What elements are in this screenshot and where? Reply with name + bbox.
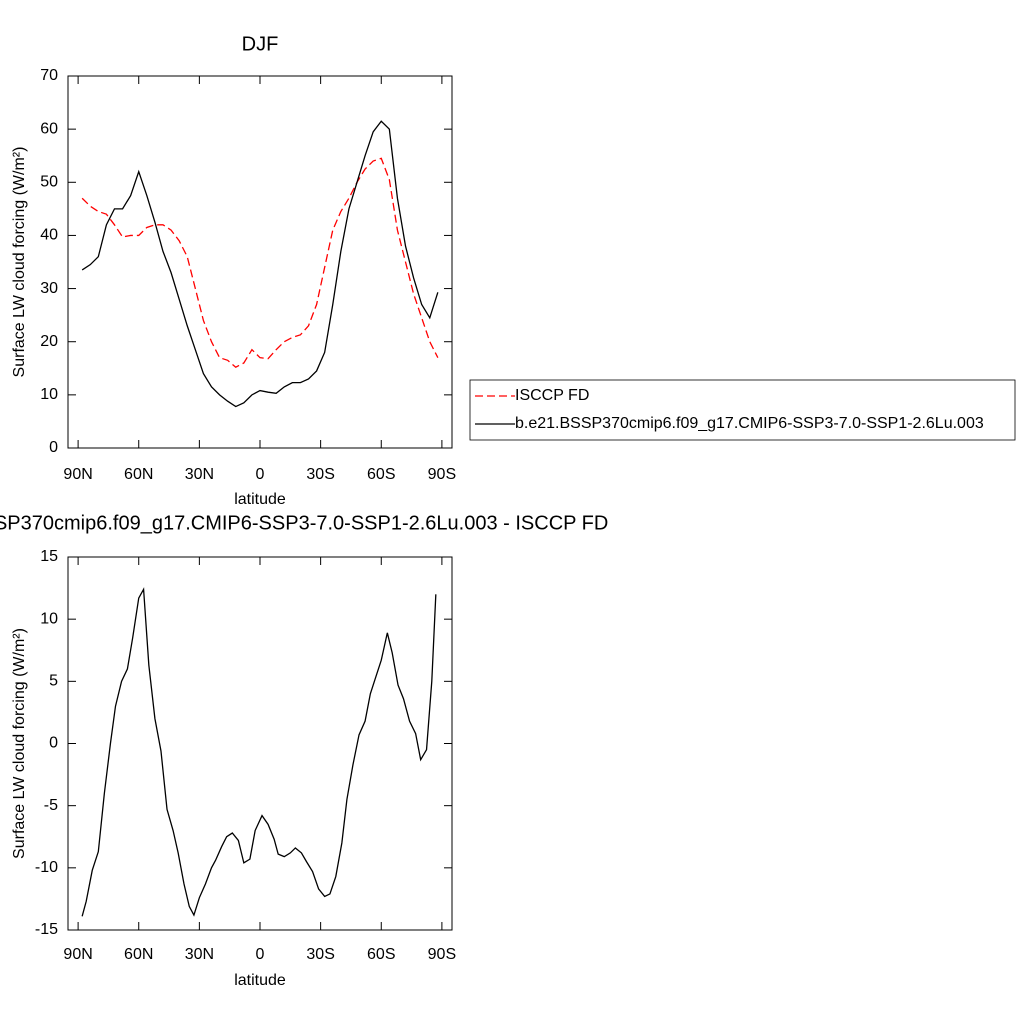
plot-frame [67, 75, 453, 449]
x-tick-label: 30S [306, 466, 334, 483]
y-tick-label: 60 [40, 120, 58, 137]
y-tick-label: 0 [49, 735, 58, 752]
x-axis-label: latitude [234, 491, 286, 508]
y-tick-label: 30 [40, 280, 58, 297]
y-tick-label: 15 [40, 548, 58, 565]
x-tick-label: 90N [63, 466, 92, 483]
data-line [81, 157, 439, 369]
legend-label: b.e21.BSSP370cmip6.f09_g17.CMIP6-SSP3-7.… [515, 415, 984, 432]
y-tick-label: -15 [35, 921, 58, 938]
x-tick-label: 90S [428, 946, 456, 963]
x-tick-label: 90N [63, 946, 92, 963]
y-tick-label: 0 [49, 439, 58, 456]
x-tick-label: 60S [367, 946, 395, 963]
legend-box [469, 379, 1016, 441]
x-tick-label: 30N [185, 946, 214, 963]
x-tick-label: 0 [256, 466, 265, 483]
y-tick-label: 40 [40, 227, 58, 244]
y-tick-label: -10 [35, 859, 58, 876]
chart-title: DJF [242, 33, 279, 55]
y-axis-label: Surface LW cloud forcing (W/m²) [11, 628, 28, 859]
x-tick-label: 60S [367, 466, 395, 483]
plot-frame [67, 556, 453, 931]
x-tick-label: 30N [185, 466, 214, 483]
x-tick-label: 90S [428, 466, 456, 483]
legend-label: ISCCP FD [515, 387, 589, 404]
x-tick-label: 0 [256, 946, 265, 963]
y-tick-label: 10 [40, 386, 58, 403]
y-tick-label: 5 [49, 673, 58, 690]
x-tick-label: 60N [124, 946, 153, 963]
y-axis-label: Surface LW cloud forcing (W/m²) [11, 147, 28, 378]
data-line [81, 587, 437, 917]
chart-title: b.e21.BSSP370cmip6.f09_g17.CMIP6-SSP3-7.… [0, 512, 608, 534]
y-tick-label: 50 [40, 174, 58, 191]
y-tick-label: 20 [40, 333, 58, 350]
data-line [81, 120, 439, 408]
x-tick-label: 30S [306, 946, 334, 963]
y-tick-label: -5 [44, 797, 58, 814]
x-tick-label: 60N [124, 466, 153, 483]
x-axis-label: latitude [234, 972, 286, 989]
y-tick-label: 10 [40, 610, 58, 627]
y-tick-label: 70 [40, 67, 58, 84]
